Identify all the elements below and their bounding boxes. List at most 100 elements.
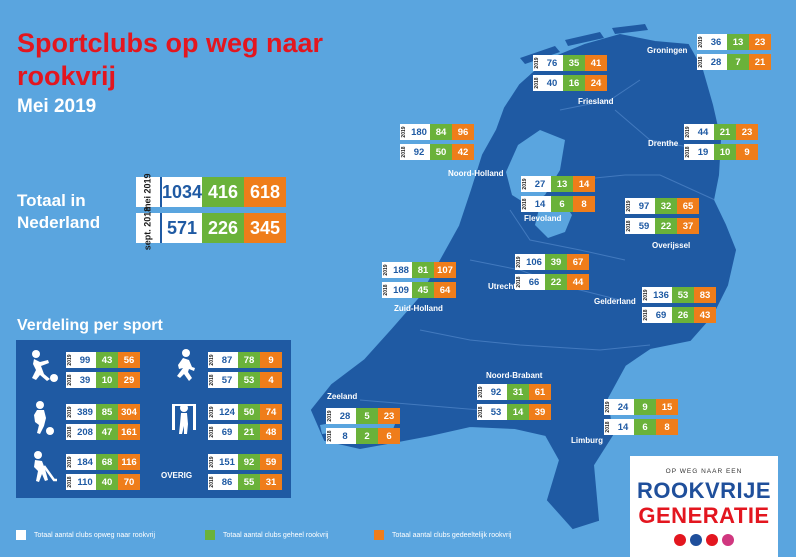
table-row: 2018 69 26 43	[642, 307, 716, 323]
value-total: 19	[692, 144, 714, 160]
value-gedeeltelijk: 37	[677, 218, 699, 234]
value-geheel: 7	[727, 54, 749, 70]
football-player-icon	[32, 350, 58, 382]
label-utrecht: Utrecht	[488, 282, 517, 291]
provinces-limburg-table: 2019 24 9 15 2018 14 6 8	[604, 399, 678, 439]
value-geheel: 22	[655, 218, 677, 234]
legend-swatch-green	[205, 530, 215, 540]
value-total: 92	[485, 384, 507, 400]
value-gedeeltelijk: 23	[378, 408, 400, 424]
wadden-island-east	[612, 24, 648, 34]
value-gedeeltelijk: 29	[118, 372, 140, 388]
value-total: 44	[692, 124, 714, 140]
value-gedeeltelijk: 43	[694, 307, 716, 323]
provinces-flevoland-table: 2019 27 13 14 2018 14 6 8	[521, 176, 595, 216]
sports-3-table: 2019 124 50 74 2018 69 21 48	[208, 404, 282, 444]
value-gedeeltelijk: 24	[585, 75, 607, 91]
table-row: 2019 389 85 304	[66, 404, 140, 420]
page-title: Sportclubs op weg naar rookvrij	[17, 28, 324, 91]
value-total: 14	[612, 419, 634, 435]
value-geheel: 26	[672, 307, 694, 323]
year-label: 2019	[533, 55, 541, 71]
value-geheel: 47	[96, 424, 118, 440]
legend-text-orange: Totaal aantal clubs gedeeltelijk rookvri…	[392, 531, 512, 539]
value-total: 66	[523, 274, 545, 290]
value-gedeeltelijk: 74	[260, 404, 282, 420]
value-geheel: 21	[714, 124, 736, 140]
table-row: 2019 136 53 83	[642, 287, 716, 303]
tennis-player-icon	[172, 404, 196, 434]
value-geheel: 50	[238, 404, 260, 420]
value-total: 8	[334, 428, 356, 444]
year-label: 2018	[477, 404, 485, 420]
logo-small-text: OP WEG NAAR EEN	[665, 468, 743, 475]
table-row: 2018 69 21 48	[208, 424, 282, 440]
sports-1-table: 2019 87 78 9 2018 57 53 4	[208, 352, 282, 392]
provinces-zeeland-table: 2019 28 5 23 2018 8 2 6	[326, 408, 400, 448]
year-label: 2019	[66, 454, 74, 470]
year-label: 2019	[326, 408, 334, 424]
label-gelderland: Gelderland	[594, 297, 636, 306]
province-borders	[359, 79, 716, 411]
value-geheel: 92	[238, 454, 260, 470]
value-total: 57	[216, 372, 238, 388]
table-row: 2019 97 32 65	[625, 198, 699, 214]
value-gedeeltelijk: 41	[585, 55, 607, 71]
totaal-2019-geheel: 416	[202, 177, 244, 207]
year-label: 2019	[208, 404, 216, 420]
table-row: 2018 28 7 21	[697, 54, 771, 70]
year-label: 2019	[625, 198, 633, 214]
year-label: sept. 2018	[136, 206, 160, 250]
value-geheel: 16	[563, 75, 585, 91]
value-gedeeltelijk: 23	[749, 34, 771, 50]
year-label: 2018	[66, 424, 74, 440]
value-geheel: 21	[238, 424, 260, 440]
value-geheel: 45	[412, 282, 434, 298]
year-label: 2018	[521, 196, 529, 212]
table-row: 2019 76 35 41	[533, 55, 607, 71]
value-geheel: 53	[672, 287, 694, 303]
value-geheel: 5	[356, 408, 378, 424]
year-label: 2018	[697, 54, 705, 70]
table-row: 2018 208 47 161	[66, 424, 140, 440]
year-label: 2019	[208, 454, 216, 470]
provinces-overijssel-table: 2019 97 32 65 2018 59 22 37	[625, 198, 699, 238]
value-gedeeltelijk: 42	[452, 144, 474, 160]
year-label: 2018	[66, 372, 74, 388]
table-row: 2019 87 78 9	[208, 352, 282, 368]
rookvrije-generatie-logo: OP WEG NAAR EEN ROOKVRIJE GENERATIE	[630, 456, 778, 557]
label-limburg: Limburg	[571, 436, 603, 445]
legend-text-green: Totaal aantal clubs geheel rookvrij	[223, 531, 329, 539]
table-row: 2018 109 45 64	[382, 282, 456, 298]
value-gedeeltelijk: 70	[118, 474, 140, 490]
value-geheel: 39	[545, 254, 567, 270]
year-label: 2018	[326, 428, 334, 444]
provinces-zuid-holland-table: 2019 188 81 107 2018 109 45 64	[382, 262, 456, 302]
value-geheel: 85	[96, 404, 118, 420]
value-total: 40	[541, 75, 563, 91]
value-total: 39	[74, 372, 96, 388]
value-geheel: 13	[551, 176, 573, 192]
table-row: 2019 44 21 23	[684, 124, 758, 140]
value-geheel: 14	[507, 404, 529, 420]
value-geheel: 31	[507, 384, 529, 400]
year-label: 2018	[625, 218, 633, 234]
value-geheel: 40	[96, 474, 118, 490]
value-geheel: 2	[356, 428, 378, 444]
value-total: 24	[612, 399, 634, 415]
value-geheel: 43	[96, 352, 118, 368]
provinces-gelderland-table: 2019 136 53 83 2018 69 26 43	[642, 287, 716, 327]
table-row: 2018 92 50 42	[400, 144, 474, 160]
value-gedeeltelijk: 9	[260, 352, 282, 368]
value-total: 53	[485, 404, 507, 420]
value-gedeeltelijk: 83	[694, 287, 716, 303]
table-row: 2018 19 10 9	[684, 144, 758, 160]
value-geheel: 35	[563, 55, 585, 71]
year-label: 2018	[208, 424, 216, 440]
table-row: 2018 66 22 44	[515, 274, 589, 290]
value-gedeeltelijk: 48	[260, 424, 282, 440]
value-gedeeltelijk: 21	[749, 54, 771, 70]
value-total: 97	[633, 198, 655, 214]
value-total: 99	[74, 352, 96, 368]
